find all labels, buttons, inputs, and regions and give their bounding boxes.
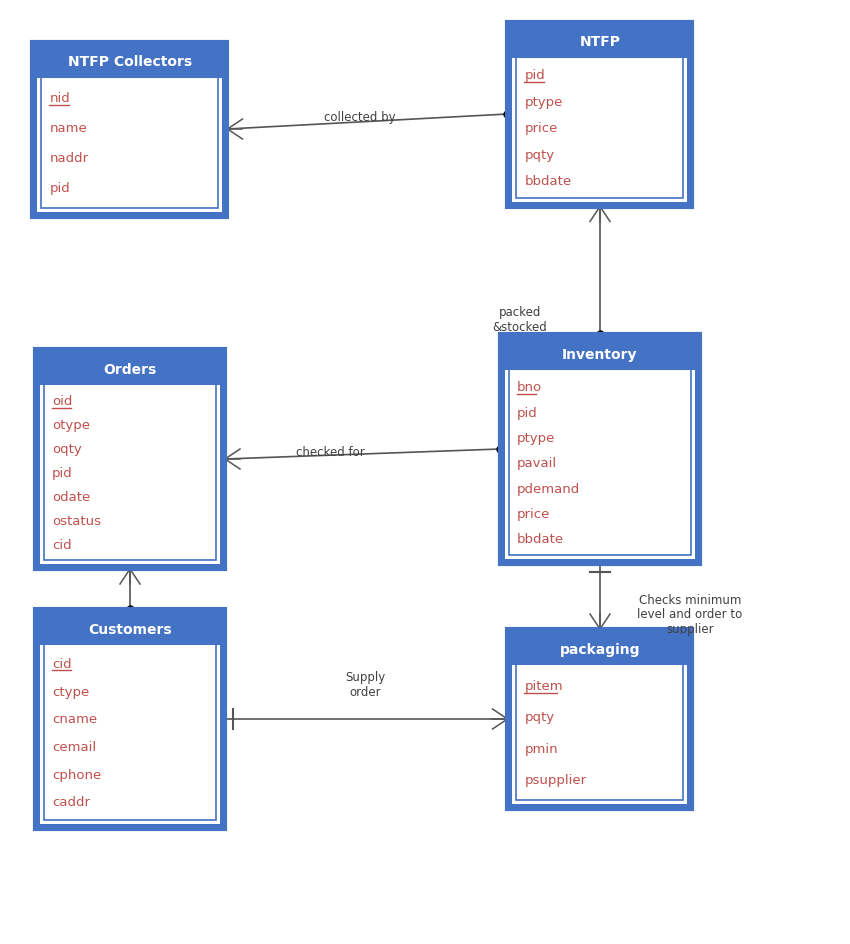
Bar [513, 634, 688, 804]
Text: pid: pid [517, 406, 538, 419]
Bar [513, 27, 688, 202]
Bar [37, 47, 223, 212]
Text: bbdate: bbdate [517, 532, 564, 546]
Text: ptype: ptype [524, 95, 563, 109]
Text: Orders: Orders [104, 362, 156, 377]
Text: pitem: pitem [524, 680, 563, 693]
Bar [509, 344, 691, 555]
Text: pid: pid [52, 466, 73, 480]
Text: nid: nid [49, 92, 71, 105]
Text: Checks minimum
level and order to
supplier: Checks minimum level and order to suppli… [638, 593, 743, 636]
Text: Customers: Customers [88, 622, 172, 636]
Text: pid: pid [49, 182, 71, 194]
Bar [517, 638, 683, 801]
Bar [507, 630, 693, 809]
Text: pdemand: pdemand [517, 482, 581, 495]
Text: oqty: oqty [52, 443, 82, 456]
Text: odate: odate [52, 491, 90, 504]
Text: packed
&stocked: packed &stocked [493, 306, 547, 333]
Text: psupplier: psupplier [524, 773, 586, 785]
Text: cphone: cphone [52, 767, 101, 781]
Text: pavail: pavail [517, 457, 557, 470]
Text: ctype: ctype [52, 684, 89, 698]
Bar [513, 27, 688, 58]
Bar [500, 334, 700, 565]
Text: name: name [49, 122, 88, 135]
Text: pmin: pmin [524, 742, 558, 754]
Bar [37, 47, 223, 77]
Text: cname: cname [52, 713, 97, 726]
Text: bbdate: bbdate [524, 175, 571, 188]
Text: naddr: naddr [49, 152, 88, 165]
Bar [517, 31, 683, 198]
Bar [507, 23, 693, 208]
Text: cid: cid [52, 539, 71, 551]
Text: pqty: pqty [524, 148, 554, 161]
Text: pid: pid [524, 69, 545, 82]
Text: collected by: collected by [324, 111, 396, 125]
Bar [40, 355, 220, 384]
Text: oid: oid [52, 395, 72, 408]
Bar [40, 355, 220, 565]
Text: packaging: packaging [560, 642, 640, 656]
Text: Inventory: Inventory [562, 347, 638, 362]
Text: otype: otype [52, 419, 90, 431]
Bar [44, 618, 216, 820]
Bar [40, 615, 220, 824]
Text: ostatus: ostatus [52, 514, 101, 528]
Text: NTFP Collectors: NTFP Collectors [68, 56, 192, 70]
Bar [505, 340, 695, 560]
Bar [35, 349, 225, 569]
Text: cid: cid [52, 657, 71, 670]
Bar [32, 42, 228, 217]
Text: bno: bno [517, 380, 542, 394]
Text: checked for: checked for [296, 445, 365, 458]
Text: pqty: pqty [524, 711, 554, 724]
Text: ptype: ptype [517, 431, 555, 445]
Bar [40, 615, 220, 645]
Text: cemail: cemail [52, 740, 96, 753]
Text: NTFP: NTFP [580, 36, 620, 49]
Text: places: places [139, 617, 177, 631]
Bar [35, 610, 225, 829]
Text: price: price [517, 507, 550, 520]
Bar [42, 51, 218, 209]
Text: price: price [524, 122, 558, 135]
Bar [44, 359, 216, 561]
Text: Supply
order: Supply order [345, 670, 385, 699]
Bar [505, 340, 695, 370]
Bar [513, 634, 688, 665]
Text: caddr: caddr [52, 796, 90, 808]
